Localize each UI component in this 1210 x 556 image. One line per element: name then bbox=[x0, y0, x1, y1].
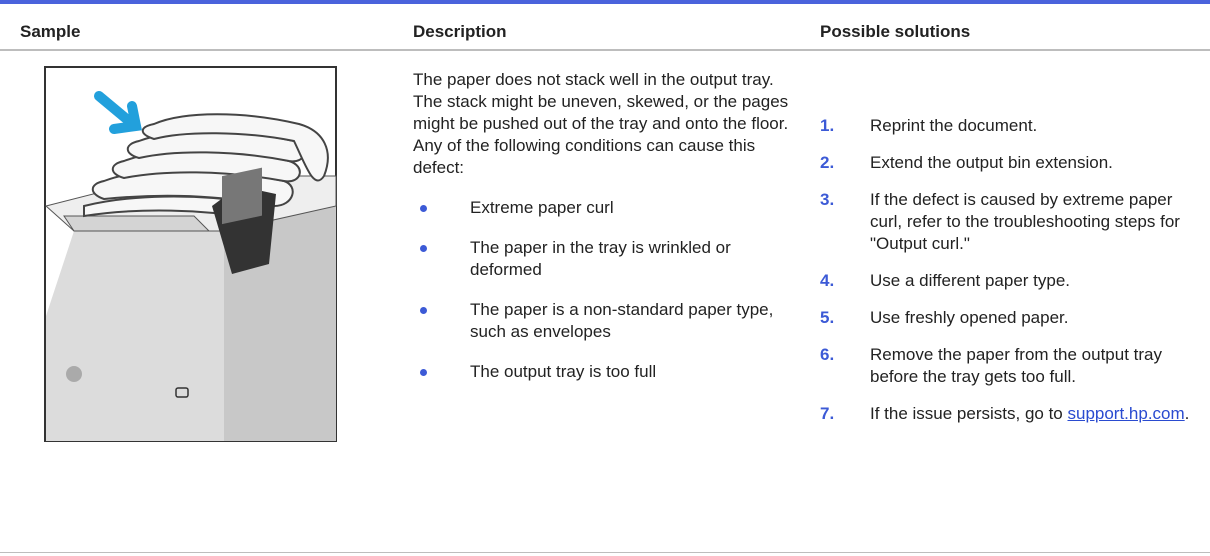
solution-text: If the issue persists, go to bbox=[870, 404, 1068, 423]
condition-item: The output tray is too full bbox=[413, 361, 798, 383]
solution-item: 5. Use freshly opened paper. bbox=[820, 307, 1190, 329]
header-cell: Description bbox=[413, 22, 507, 41]
condition-text: Extreme paper curl bbox=[470, 198, 614, 217]
solution-text: Use freshly opened paper. bbox=[870, 308, 1069, 327]
solution-item: 7. If the issue persists, go to support.h… bbox=[820, 403, 1190, 425]
condition-text: The paper in the tray is wrinkled or def… bbox=[470, 238, 731, 279]
condition-text: The output tray is too full bbox=[470, 362, 657, 381]
solution-list: 1. Reprint the document. 2. Extend the outp… bbox=[820, 115, 1190, 440]
solution-text: Extend the output bin extension. bbox=[870, 153, 1113, 172]
bullet bbox=[420, 245, 427, 252]
condition-list: Extreme paper curl The paper in the tray… bbox=[413, 197, 798, 383]
bullet bbox=[420, 307, 427, 314]
condition-item: The paper in the tray is wrinkled or def… bbox=[413, 237, 798, 281]
description-paragraph: The paper does not stack well in the out… bbox=[413, 70, 789, 177]
description-cell: The paper does not stack well in the out… bbox=[413, 69, 798, 401]
solution-item: 2. Extend the output bin extension. bbox=[820, 152, 1190, 174]
solution-number: 1. bbox=[820, 116, 835, 135]
header-cell: Possible solutions bbox=[820, 22, 971, 41]
header-cell: Sample bbox=[20, 22, 81, 41]
solution-number: 6. bbox=[820, 345, 835, 364]
sample-illustration bbox=[44, 66, 337, 442]
bottom-rule bbox=[0, 552, 1210, 553]
solution-text: Remove the paper from the output tray be… bbox=[870, 345, 1162, 386]
solution-text: Reprint the document. bbox=[870, 116, 1038, 135]
solution-text: If the defect is caused by extreme paper… bbox=[870, 190, 1180, 253]
solution-number: 4. bbox=[820, 271, 835, 290]
bullet bbox=[420, 205, 427, 212]
solution-number: 7. bbox=[820, 404, 835, 423]
solution-number: 5. bbox=[820, 308, 835, 327]
condition-item: The paper is a non-standard paper type, … bbox=[413, 299, 798, 343]
solution-suffix: . bbox=[1184, 404, 1190, 423]
header-rule bbox=[0, 49, 1210, 51]
solution-item: 6. Remove the paper from the output tray … bbox=[820, 344, 1190, 388]
condition-text: The paper is a non-standard paper type, … bbox=[470, 300, 774, 341]
condition-item: Extreme paper curl bbox=[413, 197, 798, 219]
top-bar bbox=[0, 0, 1210, 4]
solution-text: Use a different paper type. bbox=[870, 271, 1071, 290]
solution-item: 3. If the defect is caused by extreme pap… bbox=[820, 189, 1190, 255]
solution-number: 3. bbox=[820, 190, 835, 209]
solution-number: 2. bbox=[820, 153, 835, 172]
solution-item: 4. Use a different paper type. bbox=[820, 270, 1190, 292]
solution-item: 1. Reprint the document. bbox=[820, 115, 1190, 137]
support-link[interactable]: support.hp.com bbox=[1067, 404, 1185, 423]
bullet bbox=[420, 369, 427, 376]
